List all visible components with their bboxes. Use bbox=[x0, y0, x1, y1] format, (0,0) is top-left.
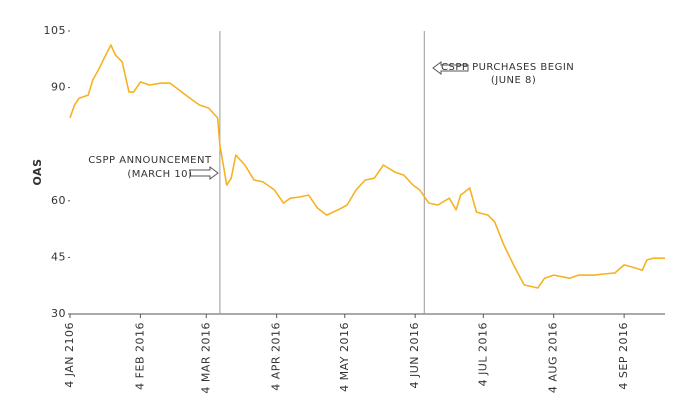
annotation: (MARCH 10) bbox=[127, 169, 192, 180]
y-tick-label: 45 bbox=[51, 250, 66, 263]
y-tick-label: 30 bbox=[51, 307, 66, 320]
x-tick-label: 4 JUN 2016 bbox=[408, 322, 421, 389]
line-series bbox=[69, 44, 665, 289]
annotation: (JUNE 8) bbox=[491, 75, 536, 86]
annotation: CSPP ANNOUNCEMENT bbox=[88, 155, 212, 166]
y-axis-label: OAS bbox=[31, 159, 44, 186]
x-tick-label: 4 AUG 2016 bbox=[547, 322, 560, 393]
y-tick-label: 60 bbox=[51, 194, 66, 207]
annotation: CSPP PURCHASES BEGIN bbox=[441, 62, 574, 73]
x-tick-label: 4 JAN 2106 bbox=[63, 322, 76, 388]
arrow bbox=[432, 61, 469, 75]
y-tick-label: 90 bbox=[51, 81, 66, 94]
x-tick-label: 4 APR 2016 bbox=[270, 322, 283, 391]
arrow bbox=[189, 166, 219, 180]
x-tick-label: 4 SEP 2016 bbox=[617, 322, 630, 390]
x-tick-label: 4 MAR 2016 bbox=[199, 322, 212, 394]
y-tick-label: 105 bbox=[44, 24, 67, 37]
x-tick-label: 4 MAY 2016 bbox=[338, 322, 351, 392]
x-tick-label: 4 FEB 2016 bbox=[133, 322, 146, 390]
x-tick-label: 4 JUL 2016 bbox=[476, 322, 489, 386]
